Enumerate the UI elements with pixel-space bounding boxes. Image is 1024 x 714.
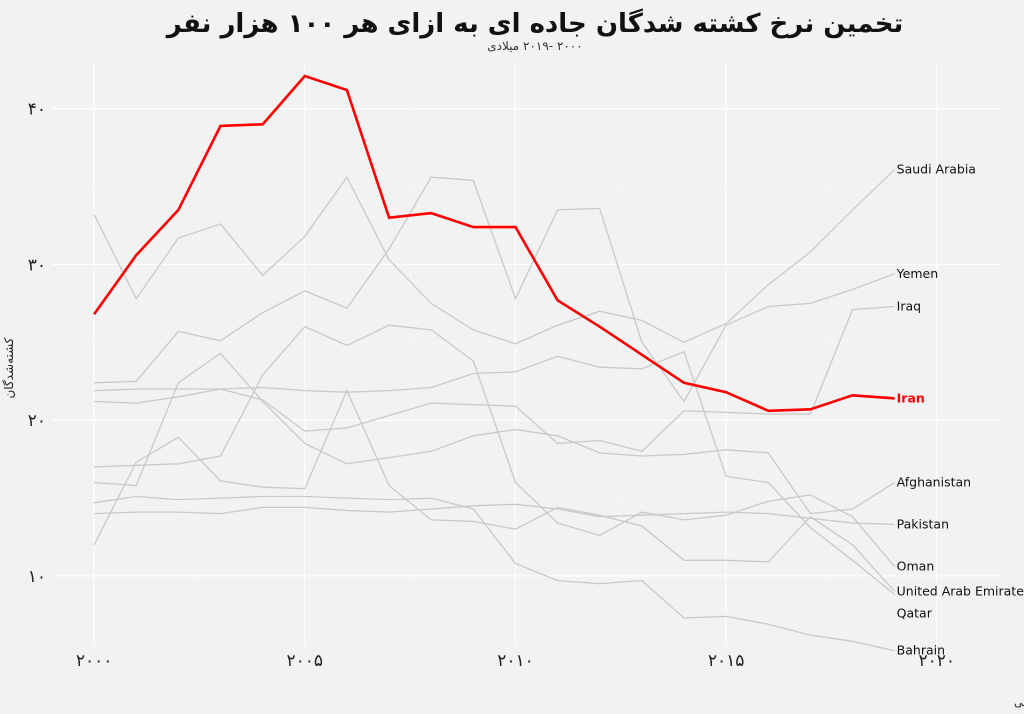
series-line-qatar	[94, 350, 896, 596]
x-tick-label: ۲۰۱۰	[497, 651, 534, 671]
y-axis-label: کشته‌شدگان	[2, 337, 16, 398]
series-label-iran: Iran	[897, 390, 925, 405]
y-tick-label: ۱۰	[28, 567, 46, 587]
x-tick-label: ۲۰۱۵	[708, 651, 745, 671]
series-label-qatar: Qatar	[897, 605, 933, 620]
x-axis-ticks: ۲۰۰۰ ۲۰۰۵ ۲۰۱۰ ۲۰۱۵ ۲۰۲۰	[76, 651, 955, 671]
series-line-bahrain	[94, 495, 895, 652]
x-tick-label: ۲۰۲۰	[919, 651, 956, 671]
x-tick-label: ۲۰۰۵	[287, 651, 324, 671]
x-tick-label: ۲۰۰۰	[76, 651, 113, 671]
series-label-saudi-arabia: Saudi Arabia	[897, 161, 976, 176]
y-tick-label: ۲۰	[28, 411, 46, 431]
chart-subtitle: ۲۰۰۰ -۲۰۱۹ میلادی	[487, 39, 582, 53]
chart-title: تخمین نرخ کشته شدگان جاده ای به ازای هر …	[165, 8, 903, 39]
series-line-oman	[94, 324, 896, 568]
grid	[52, 62, 1000, 646]
series-label-oman: Oman	[897, 559, 935, 574]
series-lines	[93, 74, 896, 652]
source-caption: منبع: سازمان بهداشت جهانی	[1014, 696, 1024, 709]
series-line-pakistan	[94, 503, 895, 526]
series-line-united-arab-emirates	[93, 388, 896, 592]
series-label-iraq: Iraq	[897, 299, 921, 314]
series-labels: Saudi Arabia Yemen Iraq Iran Afghanistan Paki…	[896, 161, 1024, 657]
series-line-iraq	[94, 305, 895, 453]
series-line-yemen	[94, 176, 895, 403]
series-label-afghanistan: Afghanistan	[897, 474, 971, 489]
series-label-bahrain: Bahrain	[897, 643, 945, 658]
series-line-iran	[93, 74, 895, 413]
y-axis-ticks: ۱۰ ۲۰ ۳۰ ۴۰	[28, 100, 46, 587]
series-line-saudi-arabia	[93, 169, 896, 345]
series-label-pakistan: Pakistan	[897, 517, 949, 532]
y-tick-label: ۳۰	[28, 255, 46, 275]
series-label-united-arab-emirates: United Arab Emirates	[897, 583, 1024, 598]
series-line-afghanistan	[94, 352, 896, 515]
series-label-yemen: Yemen	[896, 266, 938, 281]
y-tick-label: ۴۰	[28, 100, 46, 120]
